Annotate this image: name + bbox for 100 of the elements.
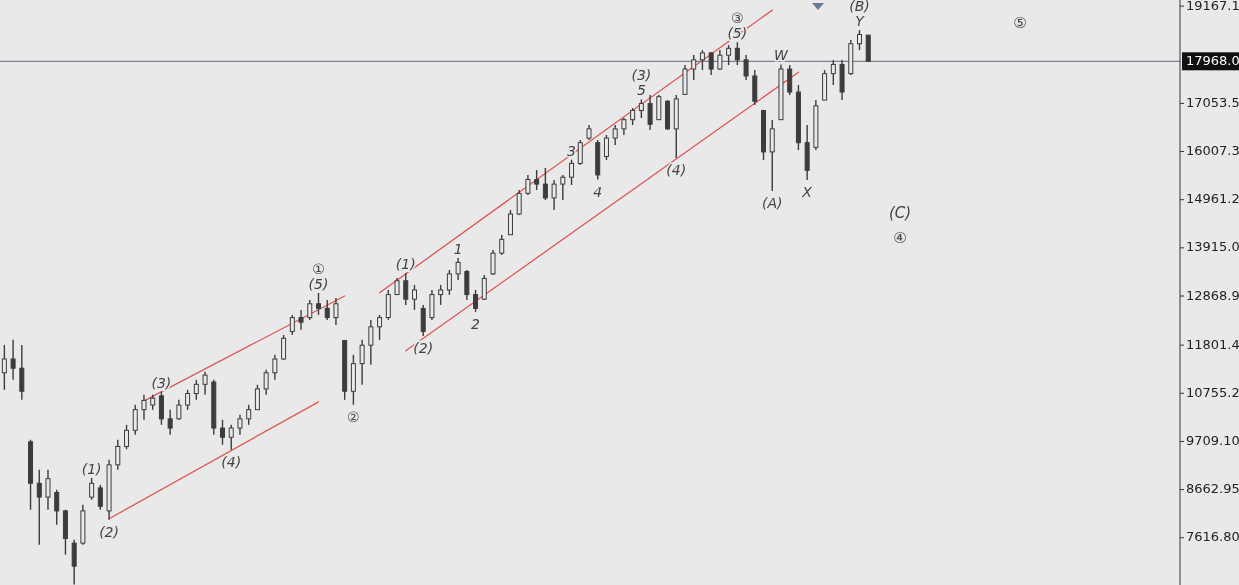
y-tick-label: 10755.2	[1186, 384, 1239, 400]
annotation: W	[774, 47, 790, 64]
annotation: (2)	[99, 523, 119, 540]
candlestick	[377, 314, 383, 341]
annotation: ②	[347, 408, 360, 425]
candlestick	[10, 339, 16, 381]
candlestick	[185, 389, 191, 411]
y-tick-label: 11801.4	[1186, 336, 1239, 352]
annotation: (A)	[761, 195, 783, 212]
candlestick	[141, 394, 147, 421]
candlestick	[316, 292, 321, 316]
candlestick	[324, 299, 330, 321]
candlestick	[115, 439, 121, 471]
candlestick	[857, 29, 862, 51]
candlestick	[281, 334, 287, 361]
y-tick-label: 19167.1	[1186, 0, 1239, 13]
annotation: (4)	[666, 162, 687, 179]
candlestick	[298, 309, 304, 331]
annotation: ④	[893, 228, 907, 247]
candlestick	[359, 339, 365, 386]
y-tick-label: 7616.80	[1186, 529, 1239, 545]
candlestick	[473, 289, 479, 313]
candlestick	[708, 51, 714, 76]
annotation: 2	[471, 315, 481, 332]
candlestick	[490, 249, 496, 276]
candlestick	[726, 44, 732, 66]
candlestick	[647, 94, 653, 131]
annotation: 5	[636, 82, 646, 99]
annotation: (5)	[308, 275, 329, 292]
candlestick	[691, 54, 697, 81]
candlestick	[769, 119, 775, 192]
candlestick	[263, 369, 269, 396]
annotation: (2)	[413, 339, 434, 356]
candlestick	[368, 319, 374, 366]
candlestick	[560, 174, 566, 201]
candlestick	[499, 234, 505, 256]
annotation: Y	[855, 13, 866, 30]
ref-line-label: 17968.0	[1186, 52, 1239, 68]
candlestick	[45, 469, 51, 511]
candlestick	[71, 539, 77, 585]
annotation: ⑤	[1013, 13, 1027, 32]
annotation: (4)	[221, 453, 242, 470]
candlestick	[569, 159, 575, 186]
candlestick	[19, 344, 25, 401]
candlestick	[455, 257, 461, 281]
candlestick	[254, 384, 260, 411]
annotation: (B)	[849, 0, 870, 15]
candlestick	[638, 98, 644, 119]
candlestick	[124, 424, 130, 450]
candlestick	[132, 404, 138, 436]
candlestick	[411, 284, 417, 311]
annotation: 1	[453, 240, 463, 257]
candlestick	[551, 179, 557, 211]
y-tick-label: 14961.2	[1186, 191, 1239, 207]
candlestick	[787, 64, 793, 96]
y-tick-label: 16007.3	[1186, 143, 1239, 159]
annotation: ③	[731, 10, 744, 27]
candlestick	[699, 49, 705, 71]
candlestick	[446, 269, 452, 296]
y-tick-label: 13915.0	[1186, 239, 1239, 255]
candlestick	[220, 419, 226, 446]
candlestick	[525, 174, 531, 196]
candlestick	[193, 379, 199, 401]
candlestick	[603, 134, 609, 161]
annotation: 4	[593, 183, 603, 200]
y-tick-label: 12868.9	[1186, 287, 1239, 303]
y-tick-label: 8662.95	[1186, 481, 1239, 497]
y-tick-label: 9709.10	[1186, 432, 1239, 448]
annotation: X	[801, 184, 813, 201]
annotation: (1)	[395, 255, 416, 272]
candlestick	[237, 414, 243, 436]
candlestick	[54, 489, 60, 526]
candlestick	[36, 469, 42, 546]
candlestick	[228, 424, 234, 451]
candlestick	[542, 167, 548, 201]
candlestick	[438, 284, 444, 306]
annotation: ①	[312, 260, 325, 277]
candlestick	[734, 41, 740, 66]
annotation: (3)	[631, 67, 652, 84]
candlestick	[481, 274, 487, 301]
candlestick	[176, 399, 182, 421]
candlestick	[403, 272, 409, 306]
candlestick	[507, 209, 513, 236]
candlestick	[202, 371, 208, 396]
candlestick	[89, 477, 95, 501]
candlestick	[333, 297, 339, 326]
annotation: (1)	[81, 460, 102, 477]
annotation: (3)	[151, 374, 172, 391]
candlestick	[1, 344, 7, 391]
y-tick-label: 17053.5	[1186, 94, 1239, 110]
candlestick	[534, 169, 540, 191]
candlestick	[385, 289, 391, 321]
candlestick	[743, 54, 749, 81]
candlestick	[429, 289, 435, 321]
candlestick	[656, 94, 662, 121]
candlestick	[289, 314, 295, 336]
candlestick	[167, 409, 173, 436]
candlestick	[420, 304, 426, 337]
candlestick	[612, 124, 618, 146]
candlestick	[158, 391, 164, 426]
